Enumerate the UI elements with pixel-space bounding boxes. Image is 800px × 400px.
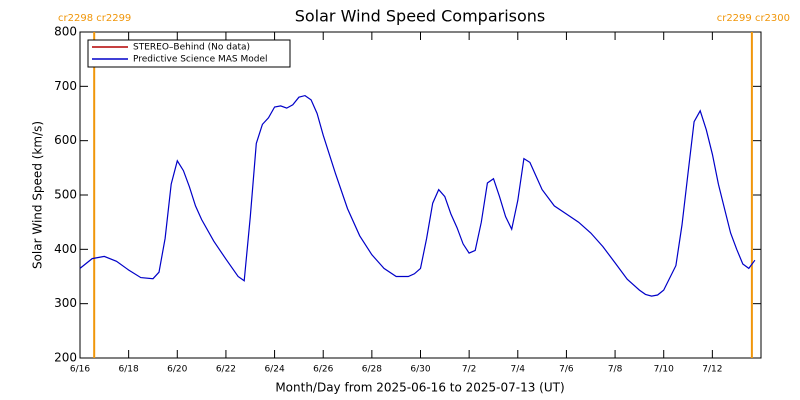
x-tick-label: 6/20 [167,365,187,375]
y-tick-label: 600 [54,133,77,147]
x-tick-label: 6/30 [410,365,430,375]
x-axis-label: Month/Day from 2025-06-16 to 2025-07-13 … [275,381,564,395]
chart-title: Solar Wind Speed Comparisons [295,7,546,26]
y-tick-label: 200 [54,351,77,365]
legend-label: STEREO–Behind (No data) [133,43,250,53]
x-tick-label: 6/22 [216,365,236,375]
x-tick-label: 6/24 [264,365,284,375]
y-tick-label: 400 [54,242,77,256]
x-tick-label: 7/12 [702,365,722,375]
x-tick-label: 7/4 [511,365,526,375]
y-tick-label: 700 [54,79,77,93]
rotation-label: cr2299 cr2300 [717,13,790,24]
x-tick-label: 7/6 [559,365,574,375]
y-axis-label: Solar Wind Speed (km/s) [31,121,45,269]
x-tick-label: 7/2 [462,365,476,375]
plot-frame [79,31,762,359]
x-tick-label: 7/10 [654,365,674,375]
x-tick-label: 6/28 [362,365,382,375]
x-tick-label: 6/16 [70,365,90,375]
x-tick-label: 7/8 [608,365,623,375]
y-tick-label: 500 [54,188,77,202]
x-tick-label: 6/26 [313,365,333,375]
x-tick-label: 6/18 [119,365,139,375]
rotation-label: cr2298 cr2299 [58,13,131,24]
legend-box [87,39,291,68]
y-tick-label: 800 [54,25,77,39]
legend-label: Predictive Science MAS Model [133,55,268,65]
y-tick-label: 300 [54,296,77,310]
series-line [79,94,756,297]
